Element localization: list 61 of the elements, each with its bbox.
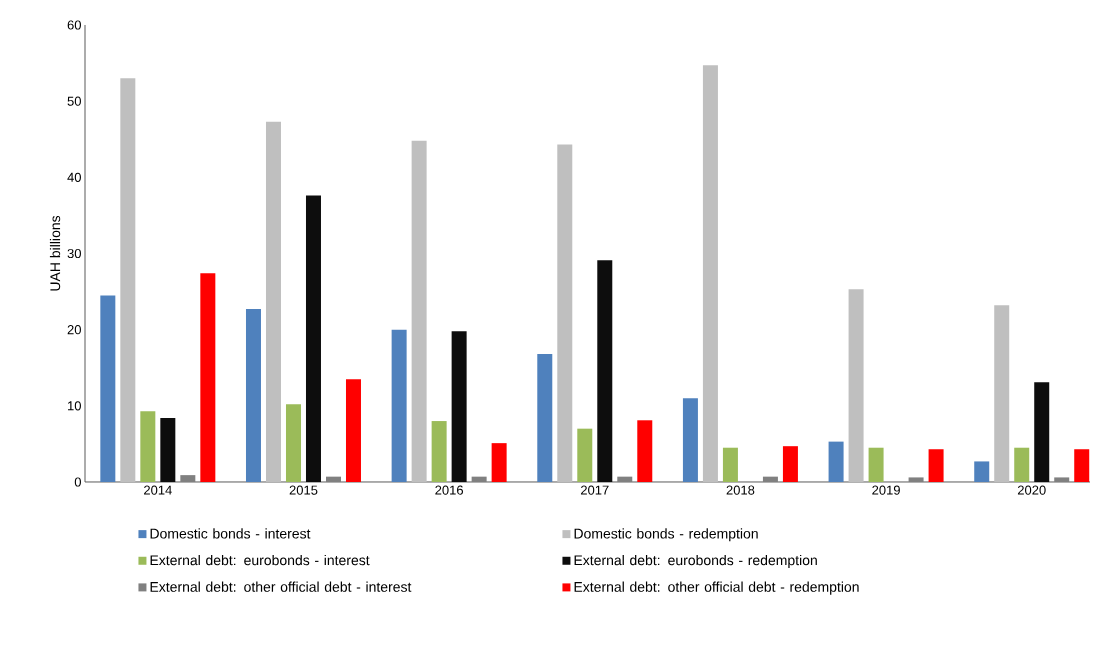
- bar: [994, 305, 1010, 482]
- bar: [597, 260, 613, 482]
- bar: [471, 476, 487, 482]
- x-tick-label: 2015: [289, 485, 318, 495]
- x-tick-label: 2018: [726, 485, 755, 495]
- bar: [491, 443, 507, 482]
- y-tick-label: 60: [67, 20, 81, 30]
- bar: [868, 447, 884, 482]
- bar: [305, 195, 321, 482]
- legend-label: External debt: other official debt - interest: [150, 581, 412, 592]
- bar: [1074, 449, 1090, 482]
- bar: [577, 428, 593, 482]
- y-tick-label: 0: [74, 477, 81, 487]
- x-tick-label: 2017: [580, 485, 609, 495]
- bar: [285, 404, 301, 482]
- bar: [702, 65, 718, 482]
- bar: [557, 144, 573, 482]
- bar: [1034, 382, 1050, 482]
- x-tick-label: 2020: [1017, 485, 1046, 495]
- legend-label: External debt: eurobonds - interest: [150, 554, 370, 566]
- x-tick-label: 2019: [872, 485, 900, 495]
- bar: [391, 329, 407, 482]
- legend-label: External debt: eurobonds - redemption: [574, 554, 817, 568]
- bar: [682, 398, 698, 482]
- bar: [974, 461, 990, 482]
- bar: [537, 354, 553, 482]
- bar: [245, 309, 261, 482]
- bar: [1054, 477, 1070, 482]
- bar: [928, 449, 944, 482]
- bar: [617, 476, 633, 482]
- y-axis-title: UAH billions: [49, 215, 61, 291]
- x-tick-label: 2016: [435, 485, 464, 495]
- bar: [762, 476, 778, 482]
- legend-label: Domestic bonds - interest: [150, 528, 311, 539]
- legend-label: Domestic bonds - redemption: [574, 528, 758, 542]
- bar: [782, 446, 798, 482]
- bar: [120, 78, 136, 482]
- y-tick-label: 30: [67, 248, 81, 259]
- bar: [180, 475, 196, 482]
- legend-label: External debt: other official debt - redemption: [574, 581, 859, 595]
- bar: [160, 418, 176, 482]
- bar: [637, 420, 653, 482]
- bar: [848, 289, 864, 482]
- bar: [140, 411, 156, 482]
- bar: [1014, 447, 1030, 482]
- bar: [345, 379, 361, 482]
- y-tick-label: 10: [68, 401, 81, 411]
- bar: [722, 447, 738, 482]
- y-tick-label: 50: [67, 96, 81, 106]
- y-tick-label: 40: [67, 172, 81, 182]
- bar: [908, 477, 924, 482]
- bar: [451, 331, 467, 482]
- bar: [411, 140, 427, 482]
- bar: [100, 295, 116, 482]
- bar: [265, 121, 281, 482]
- bar: [828, 441, 844, 482]
- bar: [200, 273, 216, 482]
- y-tick-label: 20: [67, 325, 81, 335]
- x-tick-label: 2014: [144, 485, 172, 495]
- bar: [325, 476, 341, 482]
- bar: [431, 421, 447, 482]
